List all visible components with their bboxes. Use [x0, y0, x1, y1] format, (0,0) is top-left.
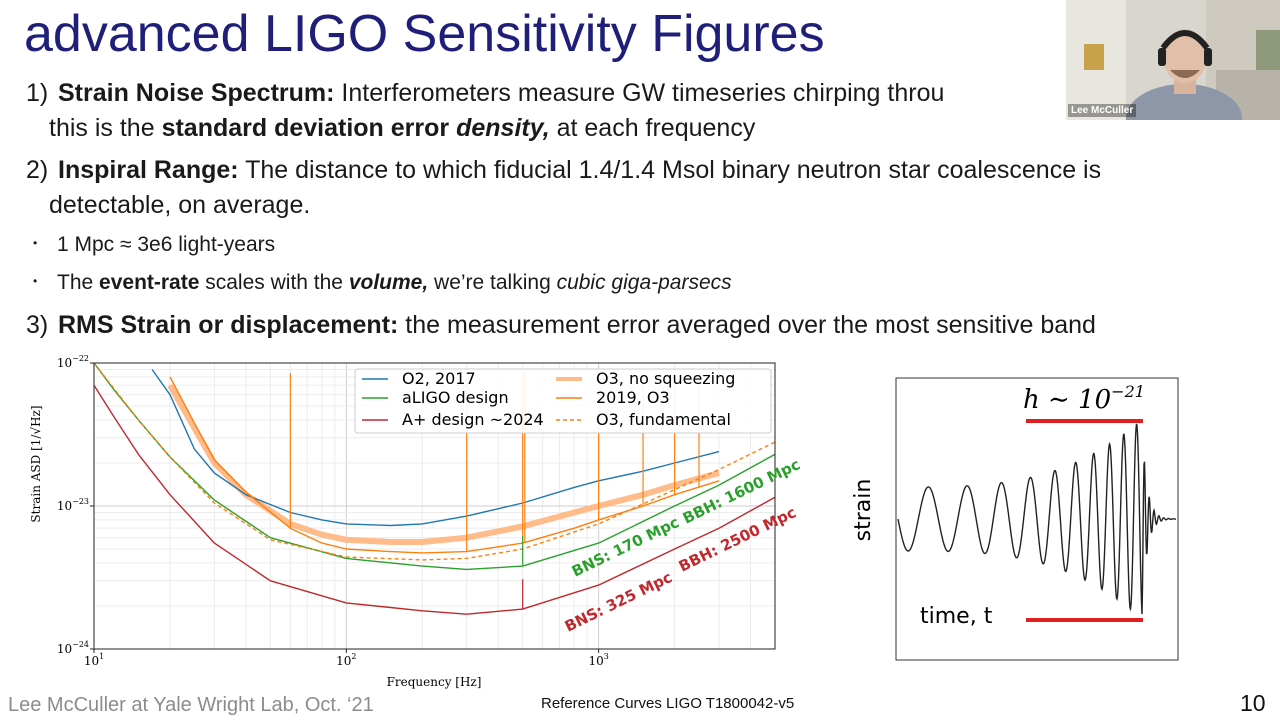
point-1-number: 1) — [26, 79, 49, 107]
bullet-2-a: The — [57, 271, 100, 294]
footer-reference: Reference Curves LIGO T1800042-v5 — [541, 695, 795, 712]
series-line — [93, 384, 776, 615]
point-2-number: 2) — [26, 156, 49, 184]
y-tick-label: 10−24 — [57, 640, 89, 656]
point-2-text: The distance to which fiducial 1.4/1.4 M… — [238, 156, 1102, 184]
bullet-2: The event-rate scales with the volume, w… — [57, 267, 732, 299]
point-3-text: the measurement error averaged over the … — [398, 311, 1096, 339]
webcam-name-label: Lee McCuller — [1068, 104, 1137, 117]
series-line — [151, 369, 720, 527]
point-2-heading: Inspiral Range: — [58, 156, 239, 184]
chirp-waveform — [897, 423, 1176, 615]
page-number: 10 — [1240, 690, 1266, 716]
bullet-1: 1 Mpc ≈ 3e6 light-years — [57, 233, 276, 256]
bullet-2-d: volume, — [348, 271, 429, 294]
x-tick-label: 101 — [84, 652, 104, 668]
point-1-text: Interferometers measure GW timeseries ch… — [334, 79, 945, 107]
legend-label: O2, 2017 — [402, 369, 476, 388]
footer-credit: Lee McCuller at Yale Wright Lab, Oct. ‘2… — [8, 694, 374, 716]
bullet-glyph-2: • — [33, 274, 38, 288]
chart-grid — [93, 363, 776, 650]
legend-label: 2019, O3 — [596, 388, 670, 407]
point-1-line-2: this is the standard deviation error den… — [49, 112, 755, 144]
legend-label: aLIGO design — [402, 388, 509, 407]
point-3: 3) RMS Strain or displacement: the measur… — [26, 309, 1096, 341]
slide-title: advanced LIGO Sensitivity Figures — [24, 5, 825, 63]
legend-label: A+ design ~2024 — [402, 410, 544, 429]
legend-label: O3, fundamental — [596, 410, 731, 429]
point-3-number: 3) — [26, 311, 49, 339]
x-tick-label: 103 — [588, 652, 608, 668]
bullet-2-b: event-rate — [99, 271, 200, 294]
point-1-l2c: density, — [456, 114, 550, 142]
point-2-line-2: detectable, on average. — [49, 191, 311, 219]
point-1-l2a: this is the — [49, 114, 162, 142]
series-line — [169, 376, 720, 554]
y-tick-label: 10−23 — [57, 497, 89, 513]
webcam-image — [1066, 0, 1280, 120]
x-tick-label: 102 — [336, 652, 356, 668]
point-1-l2d: at each frequency — [549, 114, 756, 142]
point-1-heading: Strain Noise Spectrum: — [58, 79, 335, 107]
legend-label: O3, no squeezing — [596, 369, 735, 388]
point-1-l2b: standard deviation error — [161, 114, 457, 142]
point-3-heading: RMS Strain or displacement: — [58, 311, 399, 339]
chirp-diagram: h ∼ 10−21 time, t strain — [851, 377, 1179, 661]
bullet-2-f: cubic giga-parsecs — [556, 271, 732, 294]
point-1: 1) Strain Noise Spectrum: Interferometers… — [26, 77, 944, 109]
point-2: 2) Inspiral Range: The distance to which … — [26, 154, 1101, 186]
x-axis-label: Frequency [Hz] — [387, 675, 482, 689]
time-axis-label: time, t — [920, 604, 993, 629]
webcam-video: Lee McCuller — [1066, 0, 1280, 120]
bullet-2-e: we’re talking — [428, 271, 557, 294]
strain-axis-label: strain — [851, 479, 876, 542]
series-line — [93, 362, 776, 561]
y-axis-label-visible: Strain ASD [1/√Hz] — [29, 405, 43, 522]
y-tick-label: 10−22 — [57, 354, 89, 370]
amplitude-label: h ∼ 10−21 — [1023, 382, 1145, 415]
bullet-2-c: scales with the — [199, 271, 349, 294]
bullet-glyph-1: • — [33, 236, 38, 250]
chart-tick-labels: 101 102 103 10−24 10−23 10−22 — [57, 354, 609, 668]
series-line — [167, 383, 720, 545]
